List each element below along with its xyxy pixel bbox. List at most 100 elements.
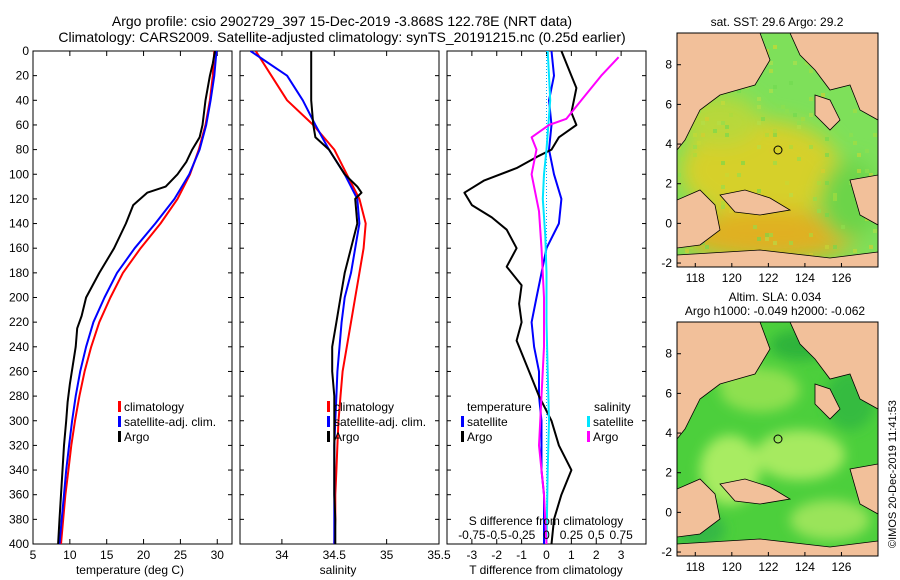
s-diff-tick-label: -0.25 (508, 528, 536, 542)
sla-map-frame (676, 321, 879, 557)
depth-tick-label: 320 (9, 438, 29, 452)
x-tick-label: 1 (568, 548, 575, 562)
x-tick-label: -2 (491, 548, 502, 562)
land-mindanao (789, 33, 878, 121)
series-line-argo (310, 51, 363, 544)
land-south (677, 538, 878, 556)
s-diff-tick-label: 0.25 (560, 528, 584, 542)
sst-pixel (809, 97, 813, 101)
x-tick-label: 3 (618, 548, 625, 562)
x-tick-label: -1 (516, 548, 527, 562)
x-tick-label: 34.5 (323, 548, 347, 562)
legend-t-argo-label: Argo (467, 430, 493, 444)
sst-pixel (805, 61, 809, 65)
legend-salinity-title: salinity (594, 400, 631, 414)
sst-pixel (825, 153, 829, 157)
sst-pixel (725, 133, 729, 137)
legend-climatology-swatch (327, 401, 330, 412)
sst-pixel (769, 89, 773, 93)
sst-pixel (713, 129, 717, 133)
depth-tick-label: 20 (16, 69, 30, 83)
depth-tick-label: 100 (9, 167, 29, 181)
sst-pixel (825, 245, 829, 249)
sst-pixel (865, 149, 869, 153)
x-tick-label: 5 (30, 548, 37, 562)
x-tick-label: 20 (137, 548, 151, 562)
sst-pixel (797, 125, 801, 129)
map-y-tick-label: 2 (665, 466, 672, 480)
legend-s-satellite-label: satellite (593, 415, 634, 429)
salinity-difference-legend: salinity satellite Argo (587, 400, 634, 444)
depth-tick-label: 280 (9, 389, 29, 403)
legend-temperature-title: temperature (467, 400, 532, 414)
sst-pixel (729, 209, 733, 213)
land-island (814, 94, 841, 131)
sst-map-field (677, 33, 878, 267)
title-line-1: Argo profile: csio 2902729_397 15-Dec-20… (112, 13, 572, 29)
x-tick-label: 35 (380, 548, 394, 562)
sst-pixel (693, 153, 697, 157)
map-y-tick-label: 4 (665, 137, 672, 151)
sst-pixel (853, 109, 857, 113)
difference-x-axis: -3 -2 -1 0 1 2 3 (467, 51, 625, 562)
temperature-panel: 0 20 40 60 80 100 120 140 160 180 200 220 240 260 280 3… (9, 44, 233, 577)
sst-pixel (753, 225, 757, 229)
depth-tick-label: 300 (9, 414, 29, 428)
series-line-s-satellite (541, 51, 552, 544)
sst-pixel (785, 109, 789, 113)
sst-pixel (717, 121, 721, 125)
depth-tick-label: 140 (9, 217, 29, 231)
sst-pixel (821, 169, 825, 173)
sst-map-axes: 118 120 122 124 126 8 6 4 2 0 -2 (661, 58, 851, 285)
sst-pixel (721, 161, 725, 165)
sla-high-patch (720, 368, 800, 412)
sst-pixel (757, 121, 761, 125)
sst-pixel (721, 185, 725, 189)
legend-climatology-label: climatology (124, 400, 184, 414)
map-x-tick-label: 122 (758, 560, 778, 574)
sst-pixel (869, 245, 873, 249)
sst-pixel (785, 181, 789, 185)
sst-pixel (769, 61, 773, 65)
sla-map-axes: 118 120 122 124 126 8 6 4 2 0 -2 (661, 347, 851, 574)
map-x-tick-label: 126 (831, 560, 851, 574)
sst-pixel (809, 113, 813, 117)
map-y-tick-label: 4 (665, 426, 672, 440)
depth-tick-label: 240 (9, 340, 29, 354)
legend-satellite-label: satellite-adj. clim. (334, 415, 426, 429)
sst-pixel (765, 233, 769, 237)
sst-pixel (721, 201, 725, 205)
x-tick-label: -3 (467, 548, 478, 562)
depth-tick-label: 400 (9, 537, 29, 551)
sst-pixel (757, 97, 761, 101)
sst-pixel (833, 197, 837, 201)
difference-lines (463, 51, 620, 544)
sst-pixel (701, 121, 705, 125)
sst-pixel (757, 189, 761, 193)
sst-pixel (821, 93, 825, 97)
sst-pixel (697, 141, 701, 145)
sst-pixel (773, 133, 777, 137)
sla-high-patch (790, 500, 870, 540)
difference-panel: -3 -2 -1 0 1 2 3 T difference from climatology… (446, 50, 647, 577)
sst-pixel (737, 173, 741, 177)
x-tick-label: 30 (211, 548, 225, 562)
sst-pixel (789, 193, 793, 197)
legend-argo-label: Argo (334, 430, 360, 444)
sst-pixel (773, 241, 777, 245)
sst-land (677, 33, 878, 267)
land-mindanao (789, 322, 878, 410)
sst-map: sat. SST: 29.6 Argo: 29.2 118 120 1 (661, 15, 879, 285)
sst-pixel (761, 117, 765, 121)
map-x-tick-label: 122 (758, 271, 778, 285)
sla-argo-marker (773, 434, 783, 444)
map-x-tick-label: 120 (722, 271, 742, 285)
sst-pixel (773, 45, 777, 49)
sst-pixel (873, 229, 877, 233)
depth-tick-label: 200 (9, 291, 29, 305)
salinity-xlabel: salinity (320, 563, 357, 577)
depth-tick-label: 260 (9, 364, 29, 378)
map-x-tick-label: 124 (795, 560, 815, 574)
temperature-x-axis: 5 10 15 20 25 30 (30, 51, 225, 562)
sst-pixel (833, 245, 837, 249)
